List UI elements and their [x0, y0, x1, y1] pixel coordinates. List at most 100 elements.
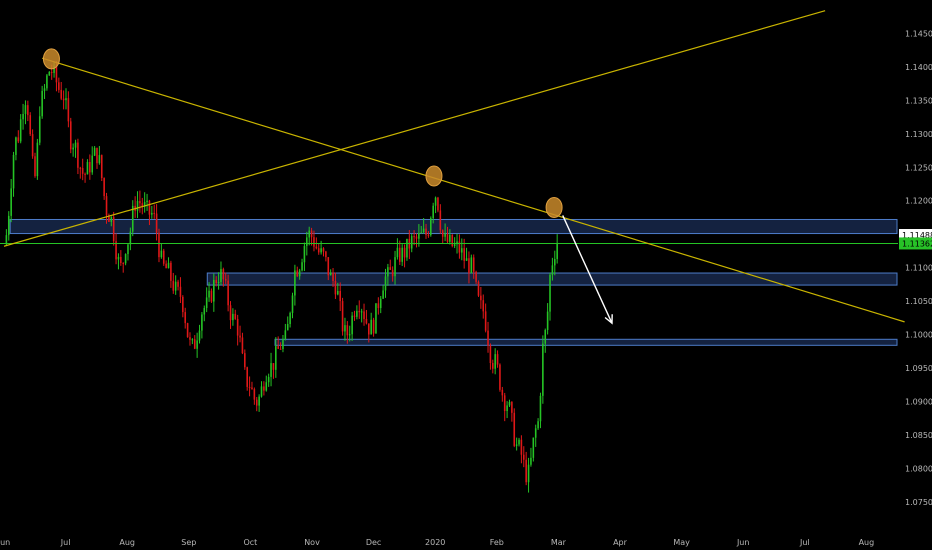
candle-body — [50, 71, 53, 73]
candle-body — [444, 233, 446, 237]
price-tick-label: 1.09000 — [905, 398, 932, 407]
candle-body — [12, 154, 15, 189]
candle-body — [224, 279, 227, 281]
candle-body — [389, 267, 392, 270]
candle-body — [296, 270, 299, 277]
candle-body — [346, 325, 349, 336]
candle-body — [153, 212, 156, 214]
candle-body — [530, 457, 532, 465]
candle-body — [234, 313, 237, 319]
candle-body — [360, 311, 363, 313]
candle-body — [267, 376, 270, 383]
candle-body — [227, 280, 229, 306]
candle-body — [84, 173, 86, 175]
candle-body — [24, 105, 27, 114]
candle-body — [384, 276, 387, 291]
candle-body — [298, 270, 301, 277]
candle-body — [236, 318, 239, 336]
candle-body — [337, 290, 339, 295]
candle-body — [370, 319, 372, 335]
candle-body — [327, 257, 330, 276]
candle-body — [539, 395, 542, 422]
price-tick-label: 1.07500 — [905, 498, 932, 507]
candle-body — [434, 197, 437, 206]
time-tick-label: Dec — [366, 538, 381, 547]
candle-body — [263, 386, 265, 391]
candle-body — [182, 296, 184, 313]
time-axis[interactable]: Jun Jul Aug Sep Oct Nov Dec 2020 Feb Mar Apr May Jun… — [0, 538, 874, 547]
candle-body — [251, 387, 253, 390]
time-tick-label: Jul — [60, 538, 71, 547]
candle-body — [425, 228, 427, 235]
price-tick-label: 1.12000 — [905, 197, 932, 206]
time-tick-label: Aug — [119, 538, 135, 547]
candle-body — [441, 230, 444, 237]
candle-body — [489, 345, 492, 364]
candle-body — [7, 215, 10, 236]
candle-body — [322, 248, 325, 252]
candle-body — [315, 246, 318, 249]
candle-body — [439, 210, 442, 231]
candle-body — [96, 147, 98, 164]
candle-body — [356, 310, 358, 317]
resistance-zone — [9, 218, 898, 235]
time-tick-label: Nov — [304, 538, 320, 547]
price-tick-label: 1.11000 — [905, 264, 932, 273]
candle-body — [89, 161, 91, 173]
candle-body — [205, 297, 208, 308]
candle-body — [484, 311, 487, 331]
candle-body — [451, 234, 454, 246]
price-tick-label: 1.10500 — [905, 297, 932, 306]
candle-body — [522, 454, 525, 460]
candle-body — [60, 89, 63, 99]
candle-body — [525, 459, 527, 483]
candle-body — [306, 237, 308, 246]
candle-body — [429, 218, 432, 236]
candle-body — [210, 290, 213, 302]
candle-body — [201, 314, 203, 331]
candle-body — [332, 272, 334, 282]
candle-body — [453, 244, 456, 246]
candle-body — [260, 386, 263, 397]
candle-body — [215, 279, 218, 284]
candle-body — [248, 386, 251, 388]
candle-body — [501, 389, 504, 396]
price-tick-label: 1.14500 — [905, 29, 932, 38]
candle-body — [108, 215, 110, 222]
candle-body — [508, 401, 511, 406]
candle-body — [165, 263, 167, 269]
candle-body — [131, 205, 134, 232]
candle-body — [289, 312, 291, 325]
candle-body — [277, 346, 279, 349]
candle-body — [31, 134, 34, 157]
candle-body — [391, 269, 394, 277]
candle-body — [179, 286, 182, 297]
peak-marker — [425, 165, 443, 187]
candle-body — [220, 269, 222, 283]
candle-body — [344, 325, 346, 332]
time-tick-label: Apr — [613, 538, 628, 547]
candle-body — [120, 256, 122, 263]
price-tick-label: 1.09500 — [905, 364, 932, 373]
candle-body — [399, 247, 401, 262]
candle-body — [239, 335, 241, 338]
candle-body — [496, 354, 499, 365]
candle-body — [124, 254, 127, 264]
candle-body — [503, 395, 506, 412]
candle-body — [270, 363, 272, 377]
candle-body — [387, 267, 389, 277]
candle-body — [482, 300, 485, 312]
candle-body — [41, 90, 43, 117]
price-axis[interactable]: 1.14500 1.14000 1.13500 1.13000 1.12500 1.120… — [899, 29, 932, 507]
price-tick-label: 1.08000 — [905, 464, 932, 473]
candle-body — [81, 168, 84, 174]
candle-body — [537, 421, 539, 429]
candle-body — [148, 200, 151, 215]
candle-body — [420, 232, 423, 234]
candle-body — [255, 399, 258, 406]
candle-body — [158, 232, 160, 258]
candle-body — [10, 188, 12, 216]
candle-body — [93, 147, 96, 156]
candle-body — [141, 203, 144, 207]
